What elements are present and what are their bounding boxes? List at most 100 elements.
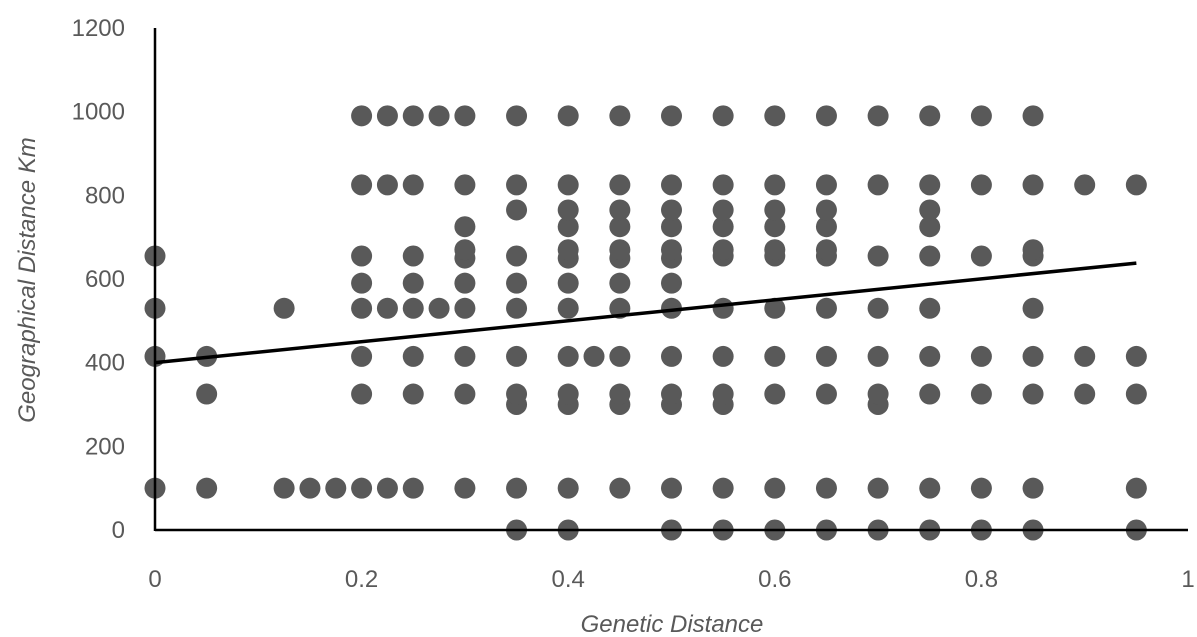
data-point	[919, 245, 941, 267]
data-point	[970, 383, 992, 405]
data-point	[506, 477, 528, 499]
data-point	[764, 345, 786, 367]
data-point	[764, 297, 786, 319]
data-point	[1022, 174, 1044, 196]
y-tick-label: 1000	[72, 99, 125, 126]
data-point	[970, 174, 992, 196]
data-point	[609, 174, 631, 196]
data-point	[351, 297, 373, 319]
data-point	[919, 174, 941, 196]
x-tick-label: 1	[1181, 566, 1194, 593]
data-point	[609, 477, 631, 499]
y-axis-title: Geographical Distance Km	[14, 137, 41, 422]
data-point	[506, 245, 528, 267]
data-point	[506, 383, 528, 405]
data-point	[557, 477, 579, 499]
data-point	[454, 383, 476, 405]
data-point	[376, 477, 398, 499]
data-point	[402, 477, 424, 499]
data-point	[919, 216, 941, 238]
data-point	[299, 477, 321, 499]
data-point	[351, 383, 373, 405]
data-point	[609, 105, 631, 127]
data-point	[1074, 345, 1096, 367]
x-axis-title: Genetic Distance	[581, 611, 764, 637]
data-point	[1125, 383, 1147, 405]
data-point	[661, 297, 682, 319]
data-point	[402, 272, 424, 294]
x-tick-label: 0.8	[965, 566, 998, 593]
data-point	[712, 477, 734, 499]
data-point	[815, 383, 837, 405]
data-point	[454, 216, 476, 238]
data-point	[919, 383, 941, 405]
data-point	[402, 345, 424, 367]
data-point	[815, 105, 837, 127]
data-point	[376, 297, 398, 319]
data-point	[506, 174, 528, 196]
data-point	[557, 174, 579, 196]
x-tick-label: 0	[148, 566, 161, 593]
x-tick-label: 0.2	[345, 566, 378, 593]
data-point	[661, 383, 682, 405]
data-point	[557, 383, 579, 405]
data-point	[557, 239, 579, 261]
data-point	[454, 105, 476, 127]
data-point	[1022, 477, 1044, 499]
data-point	[1022, 297, 1044, 319]
y-tick-label: 1200	[72, 15, 125, 42]
data-point	[867, 383, 889, 405]
data-point	[609, 383, 631, 405]
data-point	[351, 345, 373, 367]
data-point	[454, 345, 476, 367]
data-point	[815, 477, 837, 499]
data-point	[557, 105, 579, 127]
data-point	[454, 272, 476, 294]
x-axis-ticks: 0 0.2 0.4 0.6 0.8 1	[148, 566, 1194, 593]
data-point	[454, 174, 476, 196]
data-point	[764, 239, 786, 261]
data-point	[867, 297, 889, 319]
data-point	[712, 174, 734, 196]
data-point	[1125, 477, 1147, 499]
data-point	[609, 272, 631, 294]
data-point	[1022, 383, 1044, 405]
data-point	[454, 297, 476, 319]
data-point	[764, 199, 786, 221]
data-point	[867, 477, 889, 499]
data-point	[1022, 105, 1044, 127]
data-point	[970, 245, 992, 267]
data-point	[867, 105, 889, 127]
data-point	[196, 477, 218, 499]
data-point	[661, 239, 682, 261]
y-tick-label: 200	[85, 433, 125, 460]
data-point	[815, 345, 837, 367]
data-point	[867, 174, 889, 196]
data-point	[712, 199, 734, 221]
data-point	[970, 345, 992, 367]
data-point	[402, 105, 424, 127]
data-point	[1125, 174, 1147, 196]
data-point	[970, 105, 992, 127]
data-point	[867, 245, 889, 267]
data-point	[815, 239, 837, 261]
data-point	[351, 105, 373, 127]
data-point	[764, 383, 786, 405]
data-point	[351, 245, 373, 267]
data-point	[325, 477, 347, 499]
data-point	[919, 477, 941, 499]
data-point	[506, 272, 528, 294]
data-point	[402, 174, 424, 196]
data-point	[764, 174, 786, 196]
data-point	[402, 383, 424, 405]
data-point	[506, 297, 528, 319]
data-point	[609, 216, 631, 238]
data-point	[712, 345, 734, 367]
data-point	[273, 477, 295, 499]
data-point	[454, 477, 476, 499]
y-tick-label: 0	[112, 517, 125, 544]
data-point	[712, 105, 734, 127]
data-point	[661, 105, 682, 127]
data-point	[867, 345, 889, 367]
